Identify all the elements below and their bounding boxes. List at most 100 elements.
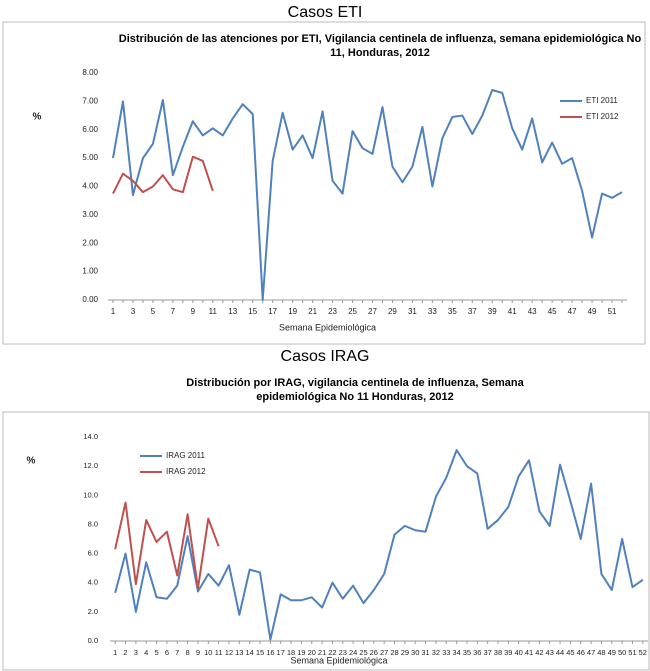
x-tick-label: 51	[628, 648, 636, 657]
x-axis-label: Semana Epidemiológica	[290, 655, 387, 665]
x-tick-label: 15	[248, 307, 257, 316]
x-tick-label: 31	[408, 307, 417, 316]
legend-label: ETI 2012	[586, 112, 619, 121]
y-tick-label: 5.00	[82, 153, 98, 162]
x-tick-label: 40	[515, 648, 523, 657]
x-tick-label: 11	[215, 648, 223, 657]
chart-title: Distribución de las atenciones por ETI, …	[118, 33, 642, 59]
x-tick-label: 25	[359, 648, 367, 657]
x-tick-label: 4	[144, 648, 148, 657]
x-tick-label: 2	[123, 648, 127, 657]
y-tick-label: 7.00	[82, 96, 98, 105]
y-tick-label: 6.0	[88, 549, 98, 558]
x-tick-label: 38	[494, 648, 502, 657]
x-tick-label: 47	[587, 648, 595, 657]
x-tick-label: 13	[228, 307, 237, 316]
x-tick-label: 13	[235, 648, 243, 657]
x-tick-label: 22	[328, 648, 336, 657]
x-tick-label: 50	[618, 648, 626, 657]
x-tick-label: 49	[588, 307, 597, 316]
x-tick-label: 29	[401, 648, 409, 657]
x-tick-label: 42	[535, 648, 543, 657]
x-tick-label: 1	[111, 307, 116, 316]
x-tick-label: 28	[390, 648, 398, 657]
x-tick-label: 5	[154, 648, 158, 657]
x-tick-label: 25	[348, 307, 357, 316]
x-tick-label: 37	[483, 648, 491, 657]
y-tick-label: 2.00	[82, 238, 98, 247]
x-tick-label: 12	[225, 648, 233, 657]
y-tick-label: 8.00	[82, 68, 98, 77]
x-tick-label: 3	[134, 648, 138, 657]
x-tick-label: 27	[368, 307, 377, 316]
x-tick-label: 33	[428, 307, 437, 316]
x-tick-label: 41	[525, 648, 533, 657]
x-tick-label: 33	[442, 648, 450, 657]
x-tick-label: 19	[297, 648, 305, 657]
x-tick-label: 5	[151, 307, 156, 316]
x-tick-label: 32	[432, 648, 440, 657]
y-tick-label: 10.0	[83, 490, 98, 499]
x-tick-label: 11	[209, 307, 218, 316]
x-tick-label: 41	[508, 307, 517, 316]
chart-frame	[2, 21, 646, 345]
y-tick-label: 4.00	[82, 182, 98, 191]
chart-title: Distribución por IRAG, vigilancia centin…	[186, 377, 524, 403]
x-tick-label: 19	[288, 307, 297, 316]
x-tick-label: 23	[339, 648, 347, 657]
x-tick-label: 7	[175, 648, 179, 657]
x-tick-label: 37	[468, 307, 477, 316]
y-tick-label: 14.0	[83, 432, 98, 441]
x-tick-label: 21	[308, 307, 317, 316]
x-tick-label: 36	[473, 648, 481, 657]
x-tick-label: 3	[131, 307, 136, 316]
x-tick-label: 48	[597, 648, 605, 657]
x-tick-label: 6	[165, 648, 169, 657]
x-tick-label: 45	[566, 648, 574, 657]
x-tick-label: 18	[287, 648, 295, 657]
x-tick-label: 35	[448, 307, 457, 316]
heading: Casos IRAG	[280, 348, 370, 365]
x-tick-label: 8	[186, 648, 190, 657]
series-line	[114, 501, 220, 590]
y-tick-label: 12.0	[83, 461, 98, 470]
x-tick-label: 44	[556, 648, 564, 657]
x-tick-label: 35	[463, 648, 471, 657]
y-tick-label: 0.0	[88, 636, 98, 645]
x-tick-label: 39	[504, 648, 512, 657]
x-tick-label: 47	[568, 307, 577, 316]
y-axis-label: %	[27, 456, 36, 467]
x-tick-label: 16	[266, 648, 274, 657]
x-tick-label: 27	[380, 648, 388, 657]
heading: Casos ETI	[287, 4, 363, 21]
x-tick-label: 24	[349, 648, 357, 657]
x-tick-label: 26	[370, 648, 378, 657]
x-tick-label: 14	[246, 648, 254, 657]
legend-label: IRAG 2012	[166, 467, 206, 476]
y-tick-label: 8.0	[88, 519, 98, 528]
x-tick-label: 7	[171, 307, 176, 316]
y-axis-label: %	[33, 112, 42, 123]
y-tick-label: 3.00	[82, 210, 98, 219]
x-tick-label: 43	[528, 307, 537, 316]
y-tick-label: 6.00	[82, 125, 98, 134]
x-tick-label: 43	[546, 648, 554, 657]
y-tick-label: 1.00	[82, 267, 98, 276]
series-line	[112, 155, 214, 195]
x-tick-label: 51	[608, 307, 617, 316]
x-axis-label: Semana Epidemiológica	[279, 322, 376, 332]
x-tick-label: 31	[421, 648, 429, 657]
x-tick-label: 17	[268, 307, 277, 316]
y-tick-label: 0.00	[82, 295, 98, 304]
x-tick-label: 15	[256, 648, 264, 657]
x-tick-label: 20	[308, 648, 316, 657]
x-tick-label: 29	[388, 307, 397, 316]
x-tick-label: 49	[608, 648, 616, 657]
x-tick-label: 1	[113, 648, 117, 657]
legend-label: IRAG 2011	[166, 451, 206, 460]
x-tick-label: 52	[639, 648, 647, 657]
x-tick-label: 30	[411, 648, 419, 657]
x-tick-label: 10	[204, 648, 212, 657]
x-tick-label: 45	[548, 307, 557, 316]
